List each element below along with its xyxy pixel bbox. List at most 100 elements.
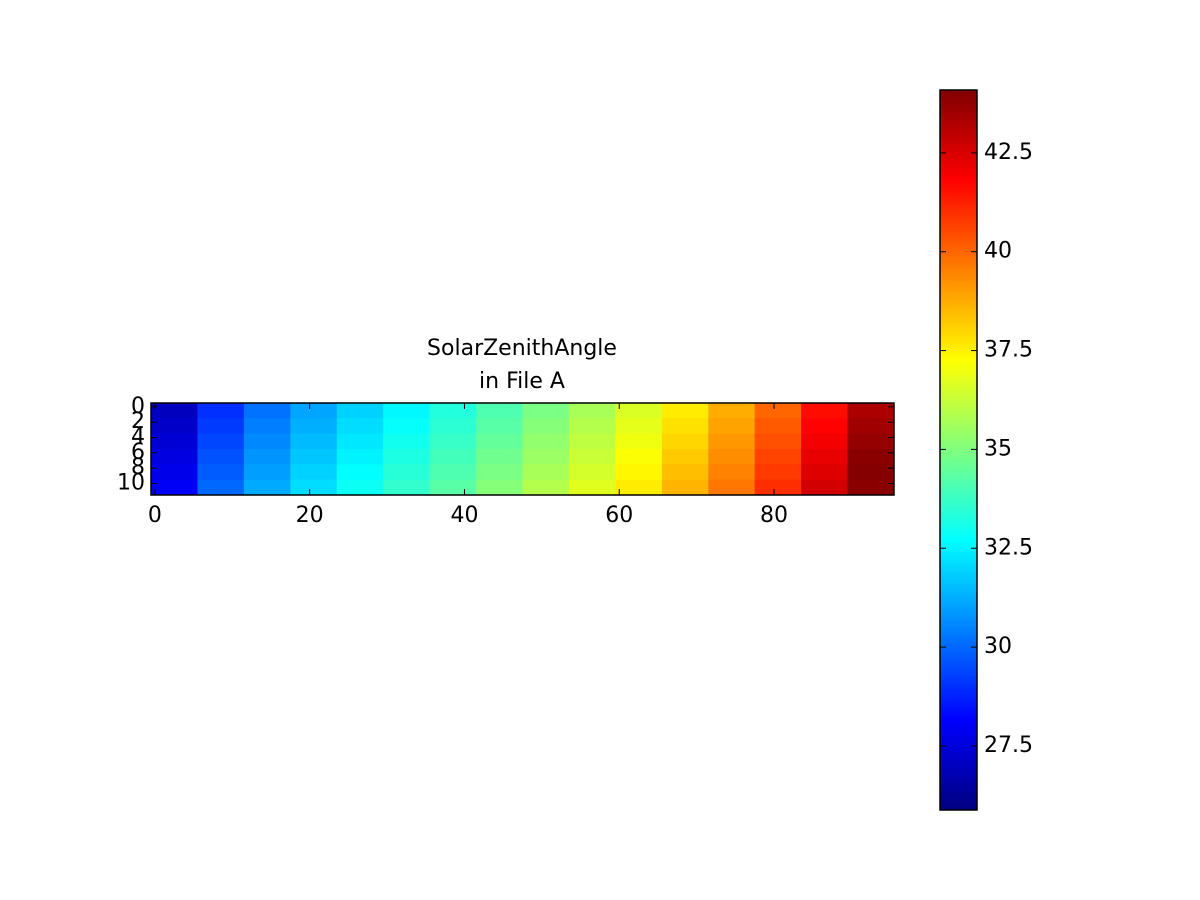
heatmap-cell [336, 433, 384, 450]
heatmap-cell [429, 479, 477, 496]
colorbar-tick-label: 32.5 [984, 535, 1033, 560]
heatmap-cell [290, 433, 338, 450]
heatmap-cell [336, 479, 384, 496]
heatmap-cell [708, 449, 756, 465]
heatmap-cell [290, 479, 338, 496]
heatmap-cell [476, 464, 523, 481]
heatmap-cell [522, 464, 570, 481]
colorbar-tick-label: 42.5 [984, 140, 1033, 165]
heatmap-cell [429, 433, 477, 450]
heatmap-cell [661, 464, 709, 481]
heatmap-cell [243, 403, 291, 419]
heatmap-cell [801, 433, 849, 450]
heatmap-cell [847, 403, 895, 419]
y-tick-label: 10 [117, 471, 145, 496]
heatmap-cell [615, 403, 663, 419]
chart-title: in File A [479, 369, 565, 394]
y-tick-label: 2 [131, 409, 145, 434]
heatmap-cell [615, 433, 663, 450]
y-tick-label: 8 [131, 455, 145, 480]
heatmap-cell [383, 449, 431, 465]
heatmap-cell [243, 479, 291, 496]
heatmap-cell [243, 418, 291, 435]
colorbar-tick-label: 27.5 [984, 733, 1033, 758]
heatmap-cell [801, 403, 849, 419]
heatmap-cell [476, 433, 523, 450]
colorbar-tick-label: 40 [984, 239, 1012, 264]
chart-title: SolarZenithAngle [427, 336, 617, 361]
heatmap-cell [429, 464, 477, 481]
heatmap-cell [568, 449, 616, 465]
heatmap-cell [151, 464, 198, 481]
heatmap-cell [754, 449, 802, 465]
heatmap-cell [615, 418, 663, 435]
y-tick-label: 0 [131, 394, 145, 419]
heatmap-cell [568, 418, 616, 435]
heatmap-cell [429, 449, 477, 465]
heatmap-cell [801, 464, 849, 481]
heatmap-cell [847, 418, 895, 435]
heatmap-cell [243, 449, 291, 465]
heatmap-cell [754, 433, 802, 450]
heatmap-cell [754, 464, 802, 481]
heatmap-cell [151, 433, 198, 450]
heatmap-cell [383, 403, 431, 419]
heatmap-cell [568, 433, 616, 450]
colorbar-tick-label: 30 [984, 634, 1012, 659]
heatmap-cell [568, 403, 616, 419]
heatmap-cell [522, 449, 570, 465]
heatmap-cell [754, 479, 802, 496]
heatmap-cell [754, 403, 802, 419]
heatmap-cell [847, 433, 895, 450]
heatmap-cell [197, 449, 245, 465]
heatmap-cell [661, 418, 709, 435]
heatmap-cell [801, 479, 849, 496]
heatmap-cell [708, 479, 756, 496]
heatmap-cell [708, 433, 756, 450]
heatmap-cell [151, 418, 198, 435]
x-tick-label: 20 [296, 503, 324, 528]
x-tick-label: 0 [148, 503, 162, 528]
heatmap-cell [290, 464, 338, 481]
y-tick-label: 6 [131, 440, 145, 465]
heatmap-cell [429, 418, 477, 435]
heatmap-cell [197, 464, 245, 481]
heatmap-cell [383, 479, 431, 496]
heatmap-cell [383, 433, 431, 450]
heatmap-cell [197, 479, 245, 496]
heatmap-cell [197, 418, 245, 435]
heatmap-cell [336, 403, 384, 419]
heatmap-cell [847, 449, 895, 465]
heatmap-cell [522, 433, 570, 450]
heatmap-cell [522, 418, 570, 435]
heatmap-cell [847, 479, 895, 496]
colorbar [939, 89, 978, 811]
x-tick-label: 60 [605, 503, 633, 528]
heatmap-cell [151, 449, 198, 465]
heatmap-cell [290, 449, 338, 465]
heatmap-cell [243, 433, 291, 450]
heatmap-cell [568, 479, 616, 496]
plot-frame [150, 402, 895, 496]
heatmap-cell [383, 464, 431, 481]
heatmap-cell [615, 479, 663, 496]
heatmap-cell [197, 433, 245, 450]
heatmap-cell [429, 403, 477, 419]
heatmap-cell [847, 464, 895, 481]
x-tick-label: 80 [760, 503, 788, 528]
heatmap-cell [151, 479, 198, 496]
colorbar-tick-label: 35 [984, 436, 1012, 461]
heatmap-cell [336, 449, 384, 465]
heatmap-cell [661, 403, 709, 419]
heatmap-cell [754, 418, 802, 435]
colorbar-tick-label: 37.5 [984, 338, 1033, 363]
heatmap-cell [708, 464, 756, 481]
heatmap-cell [661, 433, 709, 450]
heatmap-cell [522, 479, 570, 496]
heatmap-cell [661, 449, 709, 465]
heatmap-cell [243, 464, 291, 481]
heatmap-cell [522, 403, 570, 419]
heatmap-cell [197, 403, 245, 419]
heatmap-cell [476, 479, 523, 496]
